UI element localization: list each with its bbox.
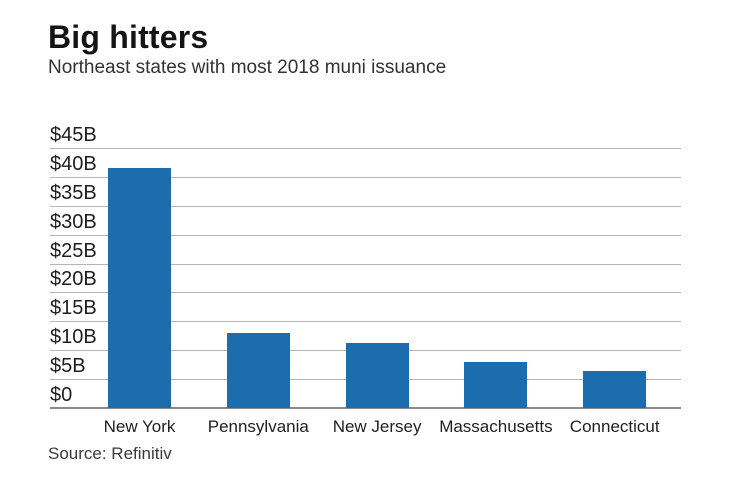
x-axis-label-connecticut: Connecticut [569,417,660,436]
x-axis-line [50,407,681,409]
y-axis-tick-label: $0 [50,384,73,406]
x-axis-label-new-jersey: New Jersey [332,417,422,436]
page-subtitle: Northeast states with most 2018 muni iss… [48,57,447,78]
y-axis-tick-label: $45B [50,124,97,146]
gridline [50,263,681,265]
source-note: Source: Refinitiv [48,444,172,463]
x-axis-label-pennsylvania: Pennsylvania [207,417,309,436]
y-axis-tick-label: $15B [50,297,97,320]
gridline [50,176,681,178]
y-axis-tick-label: $25B [50,239,97,262]
y-axis-tick-label: $5B [50,355,86,378]
y-axis-tick-label: $30B [50,210,97,233]
bar-new-jersey [345,342,409,408]
x-axis-label-new-york: New York [103,417,176,436]
y-axis-tick-label: $40B [50,152,97,175]
gridline [50,234,681,236]
gridline [50,292,681,294]
bar-massachusetts [464,361,528,408]
bar-pennsylvania [226,332,290,408]
bar-new-york [108,167,171,408]
x-axis-label-massachusetts: Massachusetts [439,417,553,436]
page-title: Big hitters [48,19,209,55]
gridline [50,205,681,207]
y-axis-tick-label: $10B [50,326,97,349]
gridline [50,321,681,323]
y-axis-tick-label: $35B [50,181,97,204]
bar-connecticut [583,371,647,408]
gridline [50,148,681,149]
y-axis-tick-label: $20B [50,268,97,291]
